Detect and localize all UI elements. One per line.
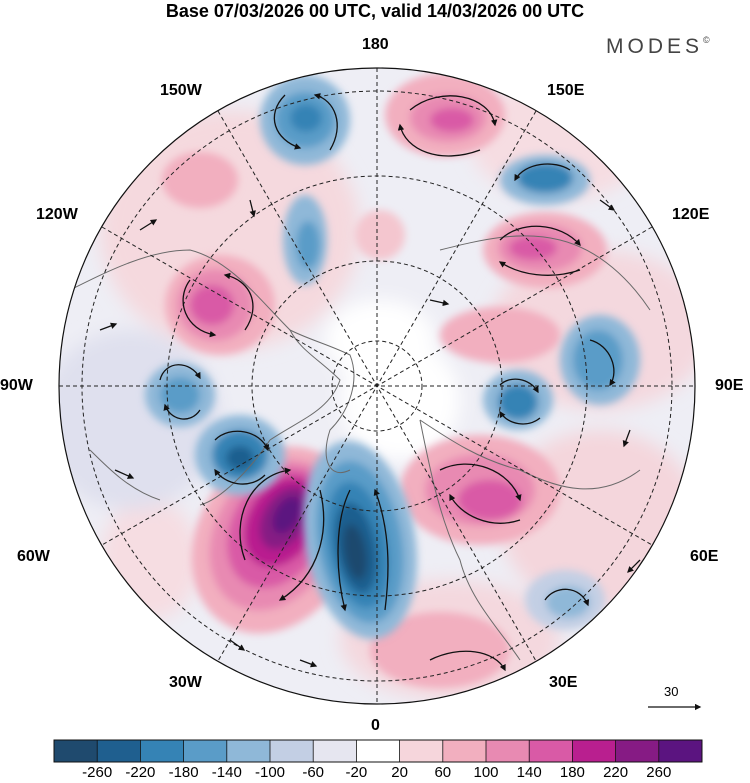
colorbar-swatch xyxy=(97,740,141,762)
colorbar-outline xyxy=(53,739,703,763)
lon-label-120w: 120W xyxy=(36,206,78,223)
colorbar-tick-label: -260 xyxy=(82,764,113,781)
colorbar-tick-label: 100 xyxy=(473,764,499,781)
colorbar-tick-label: 260 xyxy=(646,764,672,781)
lon-label-150e: 150E xyxy=(547,82,585,99)
lon-label-30e: 30E xyxy=(549,674,578,691)
colorbar-swatch xyxy=(572,740,617,762)
colorbar-swatch xyxy=(183,740,228,762)
lon-label-90w: 90W xyxy=(0,377,33,394)
lon-label-30w: 30W xyxy=(169,674,202,691)
colorbar-tick-label: 20 xyxy=(391,764,408,781)
colorbar-swatch xyxy=(658,740,703,762)
colorbar-swatch xyxy=(313,740,357,762)
colorbar-swatch xyxy=(615,740,660,762)
lon-label-120e: 120E xyxy=(672,206,710,223)
lon-label-60w: 60W xyxy=(17,548,50,565)
colorbar-swatch xyxy=(140,740,185,762)
colorbar-tick-label: -220 xyxy=(125,764,156,781)
colorbar-swatch xyxy=(226,740,271,762)
colorbar-tick-label: 180 xyxy=(559,764,585,781)
colorbar-swatch xyxy=(356,740,401,762)
colorbar-tick-label: 140 xyxy=(516,764,542,781)
colorbar-tick-label: -60 xyxy=(302,764,325,781)
lon-label-180: 180 xyxy=(362,36,389,53)
colorbar-tick-label: -100 xyxy=(254,764,286,781)
colorbar-swatch xyxy=(54,740,98,762)
lon-label-150w: 150W xyxy=(160,82,202,99)
colorbar-tick-label: -20 xyxy=(345,764,368,781)
colorbar-tick-label: -140 xyxy=(211,764,242,781)
graticule xyxy=(59,68,695,704)
colorbar xyxy=(53,739,703,763)
wind-vectors xyxy=(99,93,641,672)
lon-label-0: 0 xyxy=(371,717,380,734)
colorbar-tick-label: 220 xyxy=(603,764,629,781)
colorbar-swatch xyxy=(529,740,573,762)
colorbar-swatch xyxy=(270,740,314,762)
modes-logo: MODES© xyxy=(606,35,710,58)
vector-reference-label: 30 xyxy=(664,684,679,699)
map-title: Base 07/03/2026 00 UTC, valid 14/03/2026… xyxy=(165,1,585,21)
colorbar-swatch xyxy=(486,740,530,762)
lon-label-90e: 90E xyxy=(715,377,744,394)
lon-label-60e: 60E xyxy=(690,548,719,565)
colorbar-tick-label: 60 xyxy=(434,764,452,781)
colorbar-tick-label: -180 xyxy=(168,764,199,781)
map-frame xyxy=(58,67,696,705)
colorbar-swatch xyxy=(442,740,487,762)
colorbar-swatch xyxy=(399,740,444,762)
